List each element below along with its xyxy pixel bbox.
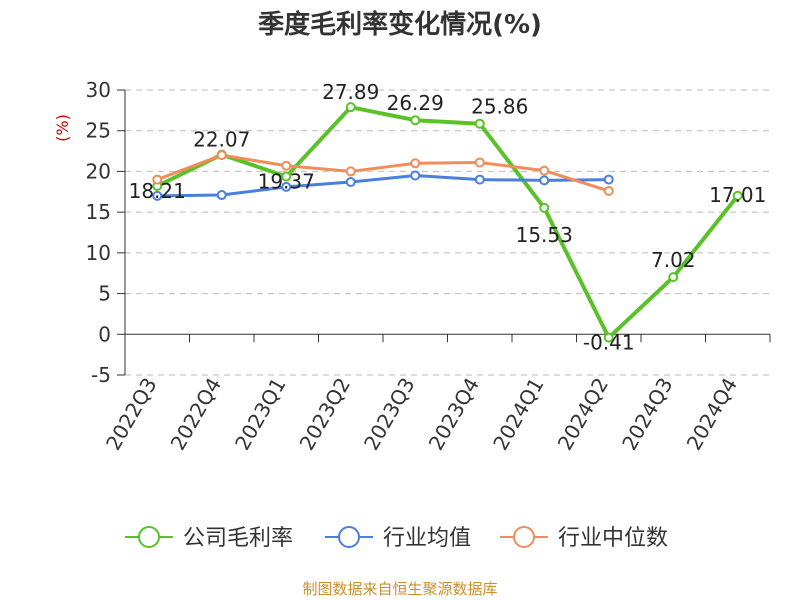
data-point bbox=[345, 177, 356, 188]
x-tick-label: 2024Q3 bbox=[617, 374, 677, 455]
data-label: 27.89 bbox=[322, 80, 379, 104]
legend-label: 行业均值 bbox=[383, 526, 471, 551]
data-label: 26.29 bbox=[387, 91, 444, 115]
data-point bbox=[474, 118, 485, 129]
legend-item: 行业中位数 bbox=[500, 526, 668, 551]
y-tick-label: 30 bbox=[86, 78, 111, 102]
source-note: 制图数据来自恒生聚源数据库 bbox=[302, 580, 497, 598]
data-point bbox=[603, 332, 614, 343]
legend-marker bbox=[513, 526, 535, 548]
data-point bbox=[281, 160, 292, 171]
data-point bbox=[474, 174, 485, 185]
data-label: 7.02 bbox=[651, 248, 696, 272]
series-line bbox=[157, 174, 609, 198]
y-tick-label: -5 bbox=[91, 363, 111, 387]
y-tick-label: 0 bbox=[98, 322, 111, 346]
data-point bbox=[281, 171, 292, 182]
data-label: 17.01 bbox=[709, 183, 766, 207]
legend-item: 公司毛利率 bbox=[125, 526, 293, 551]
gridlines bbox=[125, 89, 770, 376]
x-axis-ticks: 2022Q3 2022Q4 2023Q1 2023Q2 2023Q3 2023Q4 2024… bbox=[101, 334, 771, 455]
data-label: 25.86 bbox=[471, 95, 528, 119]
chart-title: 季度毛利率变化情况(%) bbox=[258, 9, 542, 40]
y-tick-label: 15 bbox=[86, 200, 111, 224]
data-label: 18.21 bbox=[129, 179, 186, 203]
x-tick-label: 2022Q4 bbox=[166, 374, 226, 455]
data-point bbox=[603, 174, 614, 185]
data-point bbox=[410, 115, 421, 126]
x-tick-label: 2024Q2 bbox=[553, 374, 613, 455]
data-point bbox=[152, 174, 163, 185]
y-tick-label: 5 bbox=[98, 282, 111, 306]
data-label: -0.41 bbox=[583, 331, 635, 355]
x-tick-label: 2023Q1 bbox=[230, 374, 290, 455]
x-tick-label: 2023Q2 bbox=[295, 374, 355, 455]
series-line bbox=[156, 105, 740, 340]
y-tick-label: 10 bbox=[86, 241, 111, 265]
data-point bbox=[539, 165, 550, 176]
data-point bbox=[474, 157, 485, 168]
data-point bbox=[410, 158, 421, 169]
data-point bbox=[216, 150, 227, 161]
legend-marker bbox=[138, 526, 160, 548]
data-point bbox=[345, 102, 356, 113]
y-axis-ticks: -5 0 5 10 15 20 25 30 bbox=[86, 78, 125, 387]
data-point bbox=[539, 202, 550, 213]
data-point bbox=[216, 190, 227, 201]
data-point bbox=[152, 190, 163, 201]
legend-label: 行业中位数 bbox=[558, 526, 668, 551]
data-point bbox=[668, 272, 679, 283]
legend: 公司毛利率 行业均值 行业中位数 bbox=[125, 526, 668, 551]
data-point bbox=[539, 175, 550, 186]
y-axis-label: (%) bbox=[53, 114, 72, 142]
y-tick-label: 25 bbox=[86, 119, 111, 143]
y-tick-label: 20 bbox=[86, 159, 111, 183]
data-point bbox=[603, 185, 614, 196]
x-tick-label: 2024Q4 bbox=[682, 374, 742, 455]
series-line bbox=[156, 153, 610, 193]
data-point bbox=[410, 170, 421, 181]
data-label: 15.53 bbox=[516, 223, 573, 247]
x-tick-label: 2023Q4 bbox=[424, 374, 484, 455]
data-point bbox=[281, 181, 292, 192]
x-tick-label: 2023Q3 bbox=[359, 374, 419, 455]
legend-item: 行业均值 bbox=[325, 526, 471, 551]
data-point bbox=[732, 190, 743, 201]
data-point bbox=[345, 166, 356, 177]
data-label: 22.07 bbox=[193, 128, 250, 152]
x-tick-label: 2024Q1 bbox=[488, 374, 548, 455]
series-lines bbox=[152, 102, 743, 343]
data-labels: 18.21 22.07 19.37 27.89 26.29 25.86 15.53 -0.41… bbox=[129, 80, 767, 354]
legend-label: 公司毛利率 bbox=[183, 526, 293, 551]
data-label: 19.37 bbox=[258, 170, 315, 194]
legend-marker bbox=[338, 526, 360, 548]
